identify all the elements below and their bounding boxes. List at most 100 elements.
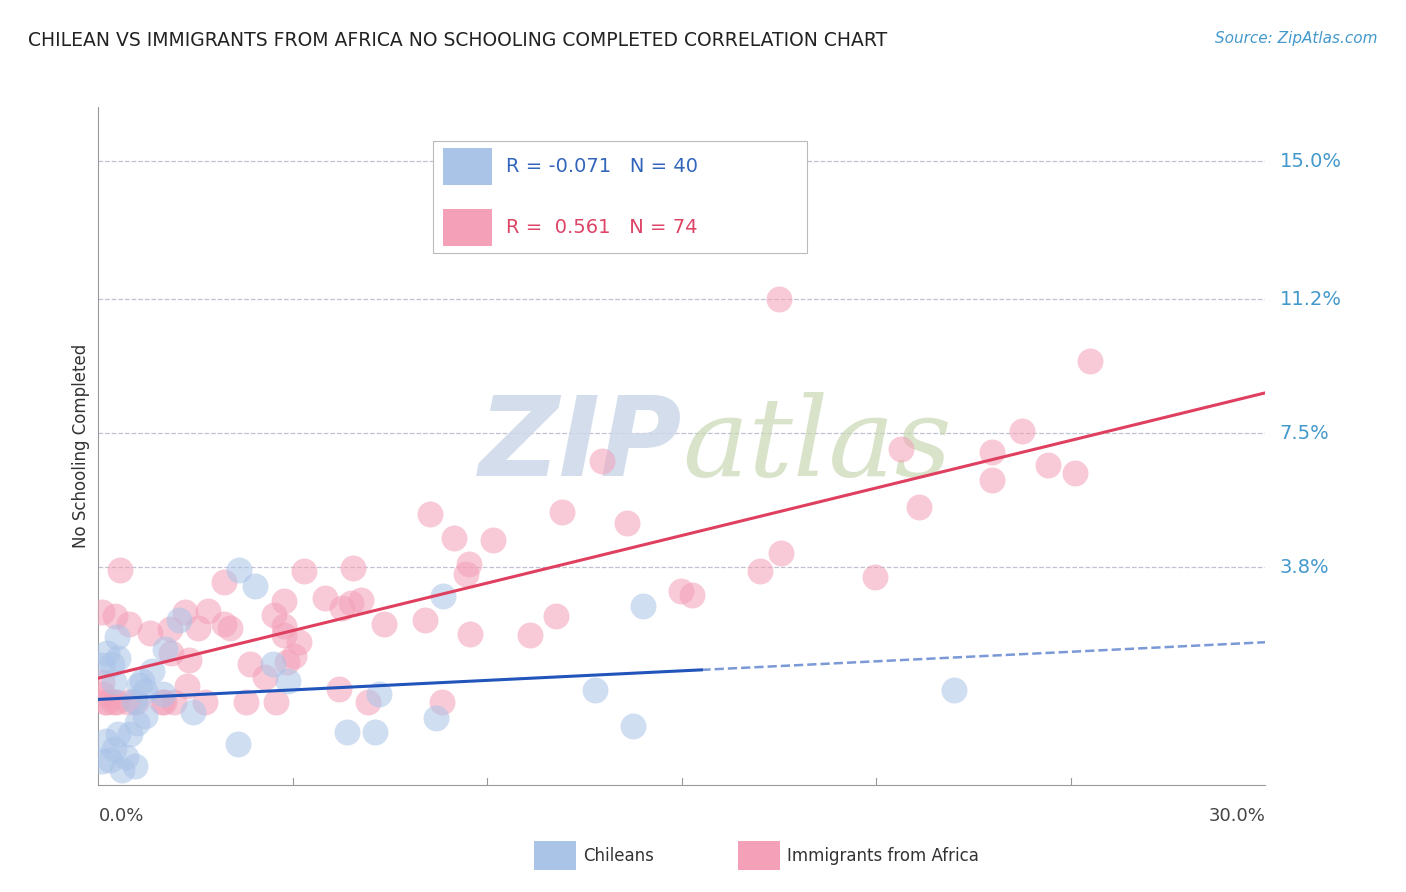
Point bbox=[96, 646, 118, 660]
Point bbox=[197, 604, 219, 618]
Point bbox=[117, 695, 139, 709]
Point bbox=[212, 617, 235, 632]
Point bbox=[631, 599, 654, 613]
Point bbox=[118, 617, 141, 632]
FancyBboxPatch shape bbox=[433, 141, 807, 252]
Text: CHILEAN VS IMMIGRANTS FROM AFRICA NO SCHOOLING COMPLETED CORRELATION CHART: CHILEAN VS IMMIGRANTS FROM AFRICA NO SCH… bbox=[28, 31, 887, 50]
Point bbox=[342, 561, 364, 575]
Point bbox=[364, 725, 387, 739]
Point bbox=[173, 605, 195, 619]
Point bbox=[122, 694, 145, 708]
Point bbox=[125, 695, 148, 709]
Point bbox=[262, 657, 284, 672]
Point bbox=[616, 516, 638, 531]
Point bbox=[194, 695, 217, 709]
Point bbox=[890, 442, 912, 457]
Point bbox=[103, 741, 125, 756]
Point bbox=[108, 563, 131, 577]
Point bbox=[419, 507, 441, 521]
Point bbox=[263, 607, 285, 622]
Point bbox=[111, 764, 134, 778]
Point bbox=[339, 596, 361, 610]
Point bbox=[330, 601, 353, 615]
Point bbox=[118, 727, 141, 741]
Text: R = -0.071   N = 40: R = -0.071 N = 40 bbox=[506, 157, 697, 176]
Point bbox=[134, 683, 156, 698]
Point bbox=[105, 630, 128, 644]
Y-axis label: No Schooling Completed: No Schooling Completed bbox=[72, 344, 90, 548]
FancyBboxPatch shape bbox=[443, 148, 492, 185]
Point bbox=[131, 673, 153, 688]
Point bbox=[669, 583, 692, 598]
Point bbox=[107, 651, 129, 665]
Point bbox=[368, 687, 391, 701]
Point bbox=[163, 695, 186, 709]
Point bbox=[128, 678, 150, 692]
Text: Chileans: Chileans bbox=[583, 847, 654, 865]
Point bbox=[288, 634, 311, 648]
Point bbox=[908, 500, 931, 515]
Point bbox=[124, 759, 146, 773]
Point bbox=[273, 619, 295, 633]
Point bbox=[592, 454, 614, 468]
Point bbox=[134, 709, 156, 723]
Point bbox=[432, 589, 454, 603]
Point bbox=[254, 669, 277, 683]
Point bbox=[430, 695, 453, 709]
Point bbox=[1036, 458, 1059, 472]
Point bbox=[456, 566, 478, 581]
Point bbox=[169, 613, 191, 627]
Point bbox=[104, 608, 127, 623]
Text: 3.8%: 3.8% bbox=[1279, 558, 1329, 577]
Point bbox=[266, 695, 288, 709]
Point bbox=[425, 711, 447, 725]
FancyBboxPatch shape bbox=[443, 209, 492, 246]
Point bbox=[350, 593, 373, 607]
Point bbox=[357, 695, 380, 709]
Point bbox=[159, 623, 181, 637]
Point bbox=[276, 655, 298, 669]
Point bbox=[283, 648, 305, 663]
Point bbox=[443, 531, 465, 545]
Point bbox=[482, 533, 505, 547]
Point bbox=[91, 687, 114, 701]
Point bbox=[943, 682, 966, 697]
Point bbox=[458, 558, 481, 572]
Point bbox=[212, 574, 235, 589]
Text: ZIP: ZIP bbox=[478, 392, 682, 500]
Point bbox=[107, 727, 129, 741]
Point bbox=[273, 628, 295, 642]
Point bbox=[235, 695, 257, 709]
Text: Immigrants from Africa: Immigrants from Africa bbox=[787, 847, 979, 865]
Point bbox=[314, 591, 336, 606]
Point bbox=[91, 754, 114, 768]
Point bbox=[98, 753, 121, 767]
Point bbox=[621, 719, 644, 733]
Point bbox=[769, 546, 792, 560]
Point bbox=[94, 695, 117, 709]
Point bbox=[1011, 424, 1033, 438]
Point bbox=[682, 588, 704, 602]
Point bbox=[176, 679, 198, 693]
Point bbox=[519, 628, 541, 642]
Point bbox=[152, 687, 174, 701]
Point bbox=[96, 734, 118, 748]
Point bbox=[863, 570, 886, 584]
Point bbox=[273, 594, 295, 608]
Text: R =  0.561   N = 74: R = 0.561 N = 74 bbox=[506, 218, 697, 237]
Point bbox=[101, 657, 124, 671]
Point bbox=[458, 627, 481, 641]
Point bbox=[228, 737, 250, 751]
Point bbox=[153, 642, 176, 657]
Point bbox=[544, 609, 567, 624]
Text: 7.5%: 7.5% bbox=[1279, 424, 1329, 442]
Point bbox=[413, 613, 436, 627]
Point bbox=[139, 626, 162, 640]
Text: 30.0%: 30.0% bbox=[1209, 806, 1265, 825]
Point bbox=[336, 724, 359, 739]
Text: 15.0%: 15.0% bbox=[1279, 152, 1341, 171]
Point bbox=[96, 695, 118, 709]
Point bbox=[277, 673, 299, 688]
Point bbox=[980, 473, 1002, 487]
Point bbox=[328, 682, 350, 697]
